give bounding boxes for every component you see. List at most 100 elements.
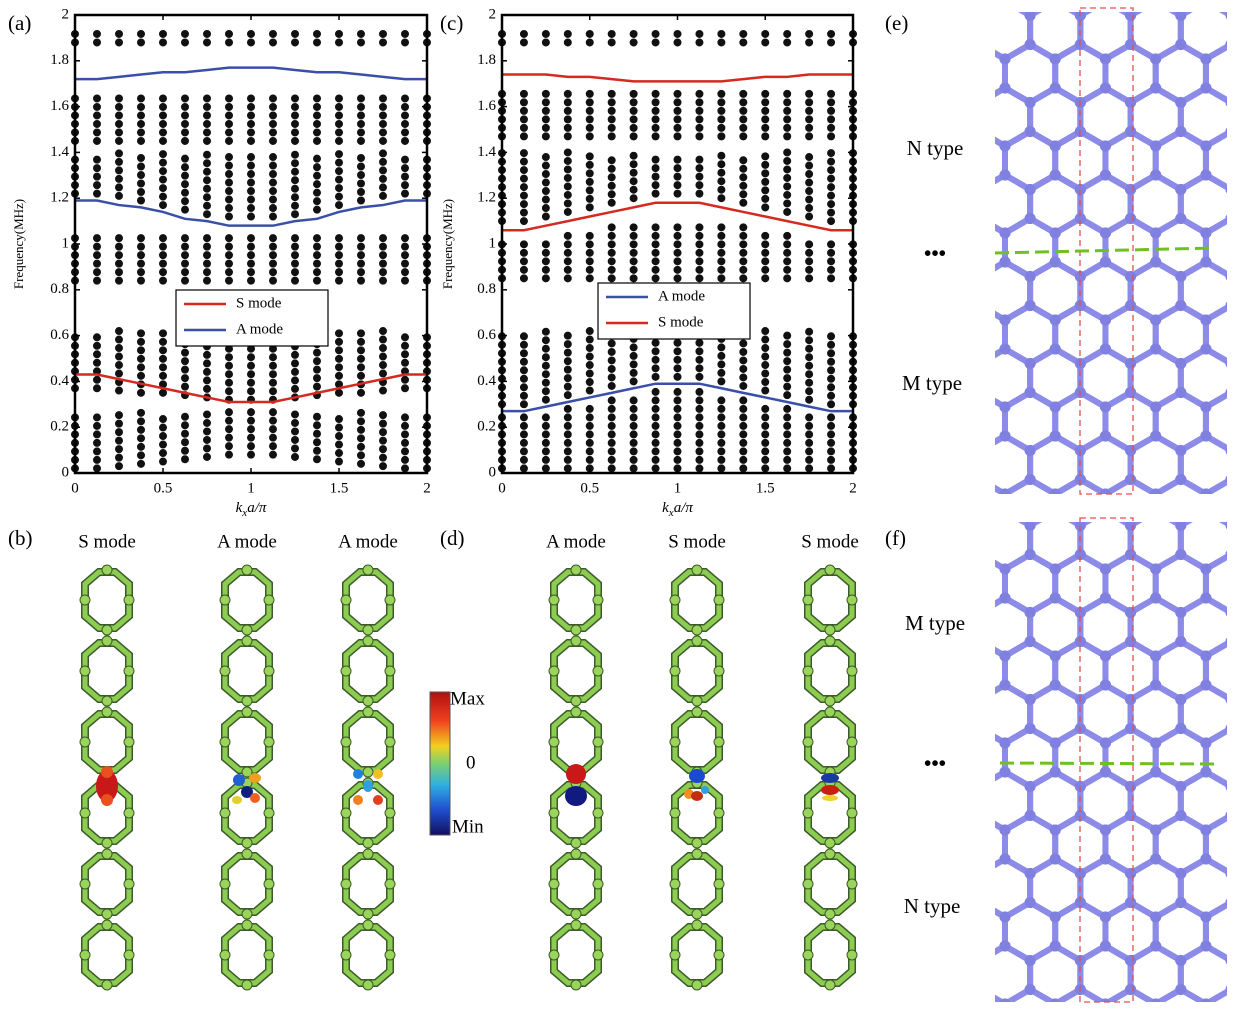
ring-node xyxy=(80,808,90,818)
mode-label: S mode xyxy=(668,531,726,552)
mode-label: S mode xyxy=(78,531,136,552)
hexagon xyxy=(930,685,980,743)
y-tick-label: 1.2 xyxy=(50,190,69,206)
x-axis-label: kxa/π xyxy=(236,500,267,518)
mode-shape xyxy=(80,565,134,990)
hexagon xyxy=(1231,859,1235,917)
y-tick-label: 1.8 xyxy=(477,52,496,68)
lattice-node xyxy=(1050,170,1061,181)
ring-node xyxy=(264,666,274,676)
ring-node xyxy=(264,595,274,605)
lattice-node xyxy=(1200,738,1211,749)
lattice-node xyxy=(1100,518,1111,529)
lattice-node xyxy=(974,694,985,705)
ring xyxy=(554,856,598,912)
mode-curve xyxy=(502,75,853,82)
hexagon xyxy=(1231,262,1235,320)
y-axis-label: Frequency(MHz) xyxy=(440,199,455,289)
lattice-node xyxy=(974,955,985,966)
ring-node xyxy=(692,565,702,575)
lattice-node xyxy=(1125,300,1136,311)
lattice-node xyxy=(1150,680,1161,691)
lattice-node xyxy=(924,549,935,560)
lattice-node xyxy=(1150,854,1161,865)
ring-node xyxy=(102,565,112,575)
ellipsis: ••• xyxy=(924,751,946,775)
ring-node xyxy=(385,808,395,818)
ring-node xyxy=(102,696,112,706)
y-tick-label: 0.4 xyxy=(50,373,69,389)
hexagon xyxy=(1231,175,1235,233)
ring-node xyxy=(593,666,603,676)
lattice-node xyxy=(1175,126,1186,137)
y-tick-label: 0.6 xyxy=(477,327,496,343)
panel-label: (a) xyxy=(8,11,31,35)
lattice-node xyxy=(924,810,935,821)
lattice-node xyxy=(974,39,985,50)
lattice-node xyxy=(1200,518,1211,529)
lattice-node xyxy=(949,170,960,181)
lattice-node xyxy=(1025,387,1036,398)
lattice-node xyxy=(1025,723,1036,734)
ring-node xyxy=(220,879,230,889)
ring-node xyxy=(670,737,680,747)
lattice-node xyxy=(974,358,985,369)
lattice-node xyxy=(949,257,960,268)
lattice-node xyxy=(974,636,985,647)
ring-node xyxy=(714,666,724,676)
ring-node xyxy=(102,636,112,646)
lattice-node xyxy=(1025,607,1036,618)
lattice-node xyxy=(924,445,935,456)
hotspot xyxy=(233,774,245,786)
lattice-node xyxy=(974,387,985,398)
lattice-node xyxy=(1000,912,1011,923)
lattice-node xyxy=(974,126,985,137)
ring xyxy=(808,572,852,628)
lattice-node xyxy=(1200,825,1211,836)
lattice-node xyxy=(974,300,985,311)
hexagon xyxy=(1231,349,1235,407)
lattice-node xyxy=(1050,912,1061,923)
ring-node xyxy=(549,879,559,889)
lattice-node xyxy=(1100,315,1111,326)
lattice-node xyxy=(974,810,985,821)
mode-shape xyxy=(220,565,274,990)
type-label: M type xyxy=(902,371,962,395)
lattice-node xyxy=(1150,941,1161,952)
ring-node xyxy=(102,849,112,859)
ring xyxy=(346,643,390,699)
ring-node xyxy=(220,666,230,676)
lattice-node xyxy=(1150,228,1161,239)
lattice-node xyxy=(1200,564,1211,575)
lattice-node xyxy=(1175,897,1186,908)
lattice-node xyxy=(974,271,985,282)
lattice-node xyxy=(1200,315,1211,326)
lattice-node xyxy=(949,170,960,181)
mode-label: S mode xyxy=(801,531,859,552)
lattice-node xyxy=(1025,474,1036,485)
lattice-node xyxy=(1000,738,1011,749)
lattice-node xyxy=(1200,854,1211,865)
ring-node xyxy=(363,565,373,575)
lattice-node xyxy=(949,651,960,662)
lattice-node xyxy=(1025,781,1036,792)
lattice-node xyxy=(1100,825,1111,836)
ring xyxy=(808,927,852,983)
ring xyxy=(808,856,852,912)
lattice-node xyxy=(1100,170,1111,181)
ring-node xyxy=(692,625,702,635)
lattice-node xyxy=(1175,868,1186,879)
mode-label: A mode xyxy=(546,531,606,552)
ring-node xyxy=(670,666,680,676)
lattice-node xyxy=(924,636,935,647)
lattice-node xyxy=(1050,999,1061,1010)
ring xyxy=(346,856,390,912)
lattice-node xyxy=(1150,344,1161,355)
ring xyxy=(346,572,390,628)
lattice-node xyxy=(1200,54,1211,65)
lattice-node xyxy=(974,984,985,995)
lattice-node xyxy=(974,271,985,282)
lattice-node xyxy=(974,358,985,369)
lattice-node xyxy=(974,97,985,108)
lattice-node xyxy=(1025,39,1036,50)
